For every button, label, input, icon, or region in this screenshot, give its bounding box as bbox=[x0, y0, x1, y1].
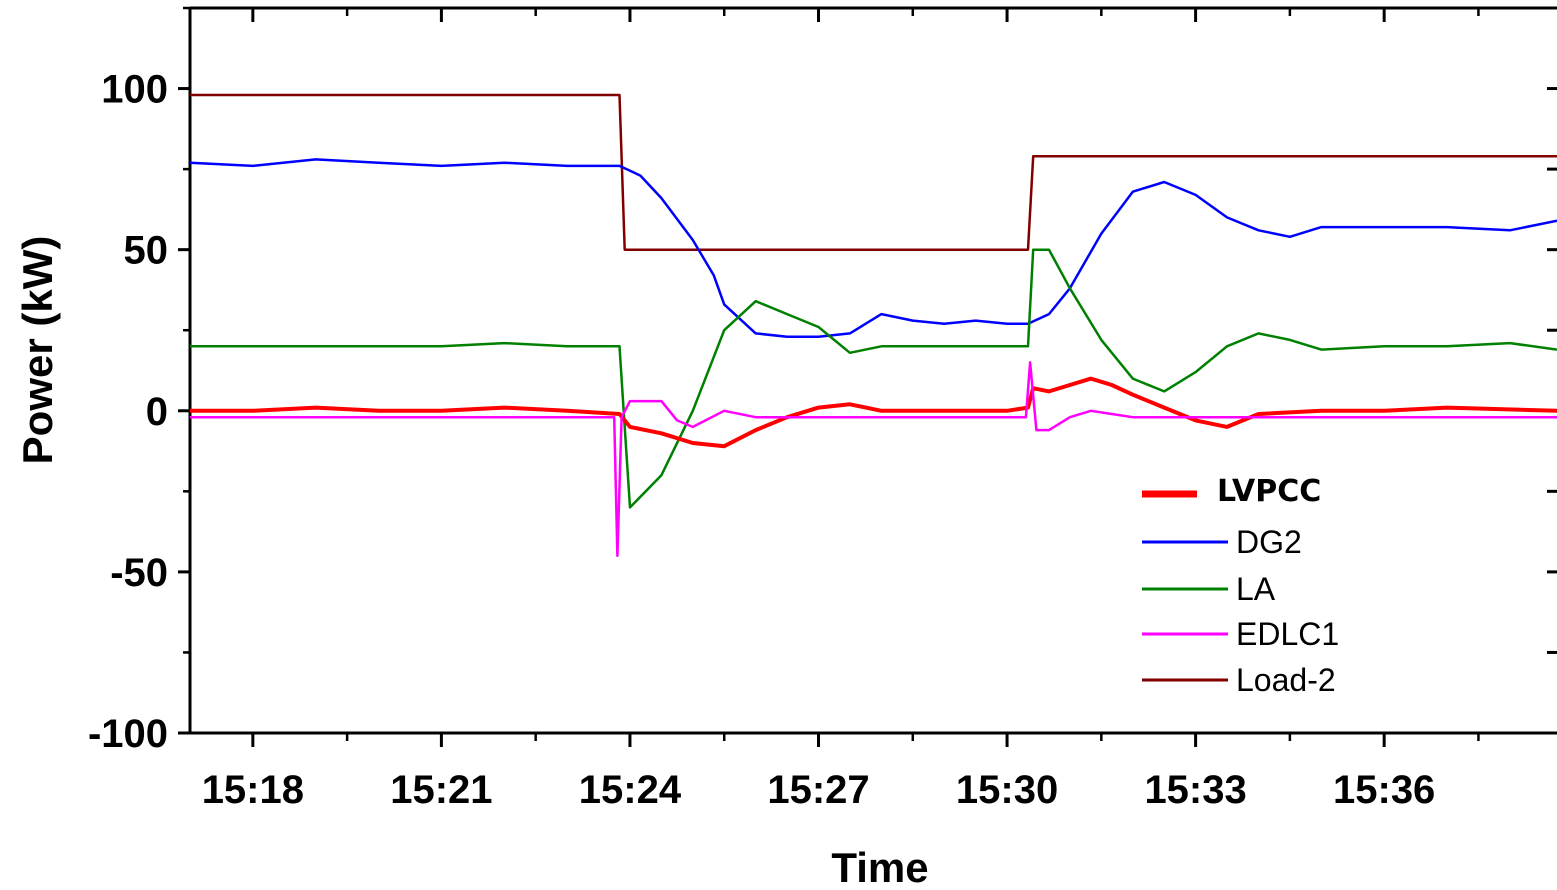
legend-label: EDLC1 bbox=[1236, 616, 1339, 652]
plot-area bbox=[189, 93, 1557, 558]
y-tick-label: 100 bbox=[101, 68, 168, 112]
y-tick-label: 50 bbox=[124, 229, 169, 273]
series-line-edlc1 bbox=[190, 361, 1557, 558]
axes: 100 50 0 -50 -100 15:18 15:21 15:24 15:27 15:30 15… bbox=[88, 6, 1557, 812]
x-axis-title: Time bbox=[831, 844, 928, 890]
y-tick-label: -50 bbox=[110, 551, 168, 595]
x-tick-label: 15:27 bbox=[767, 768, 869, 812]
series-line-la bbox=[190, 248, 1557, 509]
legend: LVPCC DG2 LA EDLC1 Load-2 bbox=[1142, 474, 1339, 698]
y-axis-title: Power (kW) bbox=[14, 236, 61, 465]
series-line-load-2 bbox=[190, 93, 1557, 251]
legend-label: Load-2 bbox=[1236, 662, 1336, 698]
series-line-dg2 bbox=[189, 158, 1557, 338]
y-tick-label: -100 bbox=[88, 712, 168, 756]
series-line-lvpcc bbox=[190, 376, 1557, 449]
x-tick-label: 15:36 bbox=[1333, 768, 1435, 812]
x-tick-label: 15:33 bbox=[1144, 768, 1246, 812]
x-tick-label: 15:18 bbox=[202, 768, 304, 812]
x-tick-label: 15:30 bbox=[956, 768, 1058, 812]
legend-label: LVPCC bbox=[1217, 474, 1321, 509]
x-tick-label: 15:24 bbox=[579, 768, 682, 812]
x-tick-label: 15:21 bbox=[390, 768, 492, 812]
y-tick-label: 0 bbox=[146, 390, 168, 434]
legend-label: LA bbox=[1236, 571, 1276, 607]
legend-label: DG2 bbox=[1236, 524, 1302, 560]
